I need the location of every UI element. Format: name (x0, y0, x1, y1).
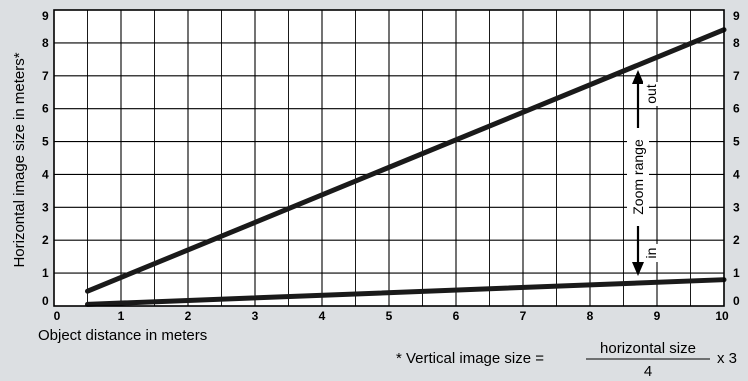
x-tick-label: 4 (319, 309, 326, 323)
series-line-1 (85, 27, 727, 294)
footnote-prefix: * Vertical image size = (396, 350, 544, 367)
series-group (85, 27, 727, 307)
y-tick-label-left: 8 (42, 36, 49, 50)
x-tick-label: 0 (54, 309, 61, 323)
y-tick-label-right: 5 (733, 135, 740, 149)
y-tick-label-left: 7 (42, 69, 49, 83)
x-tick-label: 10 (715, 309, 729, 323)
x-tick-label: 8 (587, 309, 594, 323)
footnote-numerator: horizontal size (600, 340, 696, 357)
x-tick-label: 3 (252, 309, 259, 323)
footnote-suffix: x 3 (717, 350, 737, 367)
y-tick-label-left: 0 (42, 294, 49, 308)
y-axis-title: Horizontal image size in meters* (11, 52, 28, 267)
y-tick-label-right: 3 (733, 200, 740, 214)
x-tick-label: 2 (185, 309, 192, 323)
y-tick-label-right: 7 (733, 69, 740, 83)
footnote: * Vertical image size = horizontal size … (396, 340, 737, 380)
x-tick-label: 6 (453, 309, 460, 323)
y-tick-labels-left: 0 1 2 3 4 5 6 7 8 9 (42, 9, 49, 308)
x-tick-label: 1 (118, 309, 125, 323)
x-axis-title: Object distance in meters (38, 327, 207, 344)
y-tick-label-left: 2 (42, 233, 49, 247)
y-tick-label-left: 1 (42, 266, 49, 280)
out-label-bg (643, 82, 663, 106)
x-tick-label: 5 (386, 309, 393, 323)
grid (54, 10, 724, 306)
y-tick-label-right: 8 (733, 36, 740, 50)
zoom-out-label: out (643, 84, 659, 104)
y-tick-label-left: 6 (42, 102, 49, 116)
x-tick-label: 7 (520, 309, 527, 323)
y-tick-label-right: 2 (733, 233, 740, 247)
zoom-range-label-bg (627, 128, 649, 226)
x-tick-labels: 0 1 2 3 4 5 6 7 8 9 10 (54, 309, 729, 323)
y-tick-label-right: 4 (733, 167, 740, 181)
y-tick-label-right: 9 (733, 9, 740, 23)
x-tick-label: 9 (654, 309, 661, 323)
footnote-denominator: 4 (644, 363, 652, 380)
zoom-range-annotation: Zoom range out in (627, 70, 663, 276)
arrow-down-icon (632, 262, 644, 276)
y-tick-label-right: 6 (733, 102, 740, 116)
y-tick-label-left: 3 (42, 200, 49, 214)
series-line-2 (85, 277, 727, 307)
y-tick-label-left: 5 (42, 135, 49, 149)
y-tick-label-right: 0 (733, 294, 740, 308)
y-tick-label-left: 9 (42, 9, 49, 23)
zoom-range-label: Zoom range (630, 139, 646, 215)
zoom-in-label: in (643, 248, 659, 259)
plot-frame (53, 9, 725, 307)
y-tick-label-left: 4 (42, 167, 49, 181)
y-tick-label-right: 1 (733, 266, 740, 280)
in-label-bg (643, 244, 663, 262)
y-tick-labels-right: 0 1 2 3 4 5 6 7 8 9 (733, 9, 740, 308)
arrow-up-icon (632, 70, 644, 84)
